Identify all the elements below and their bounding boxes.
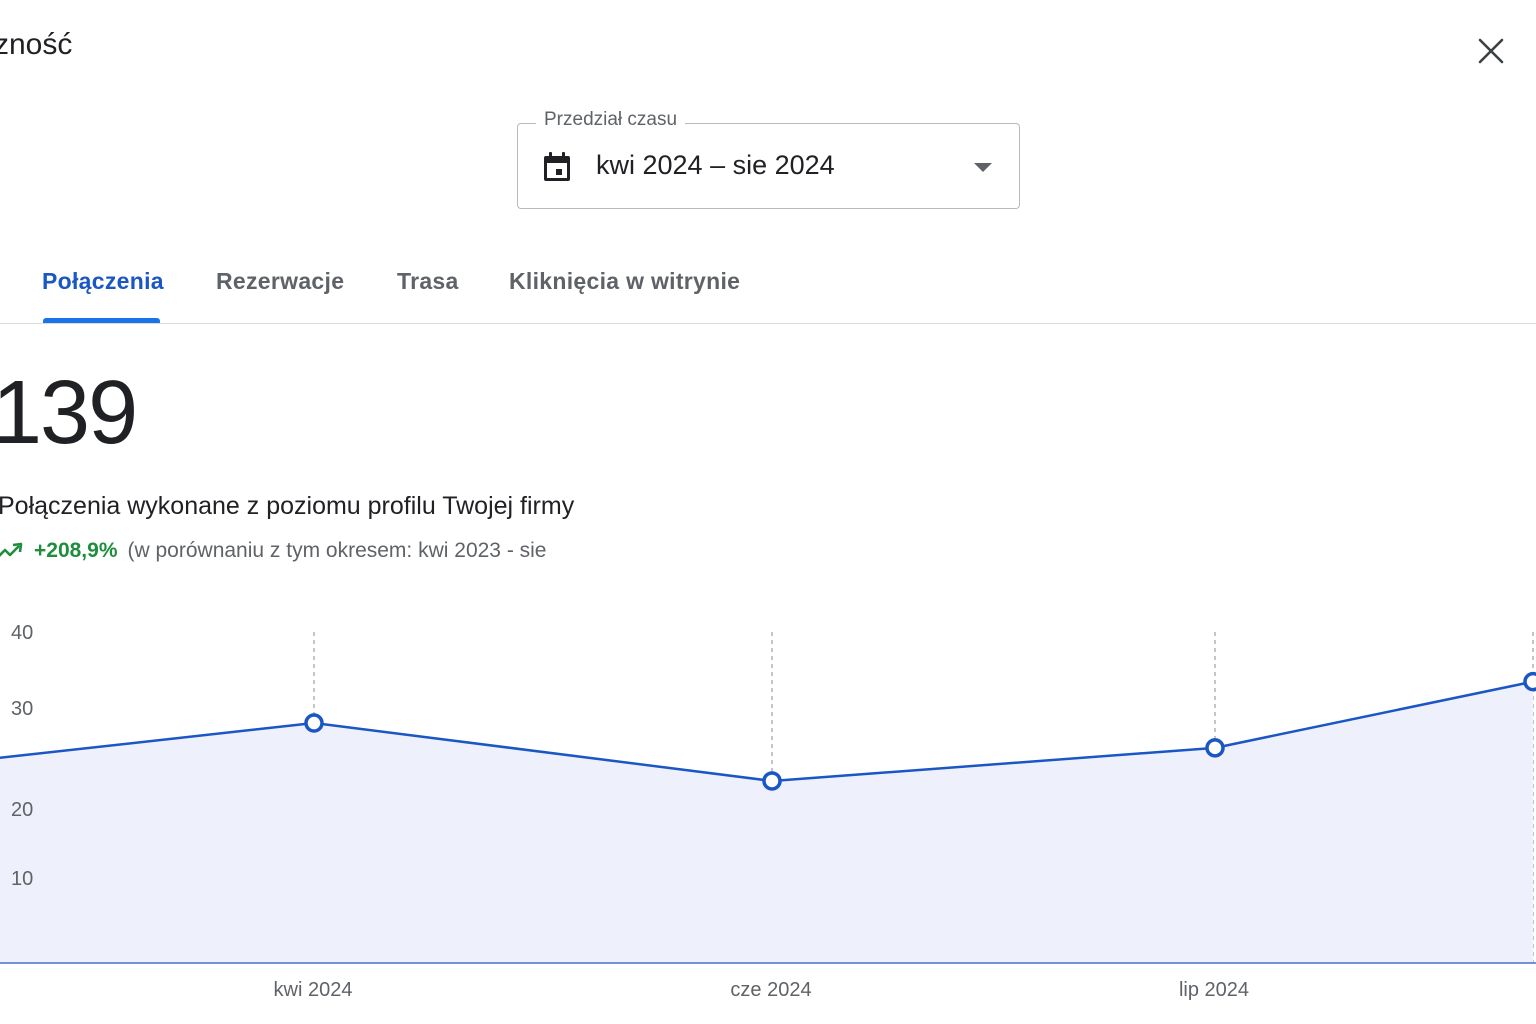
- active-tab-indicator: [43, 318, 160, 323]
- dialog-title: zność: [0, 28, 73, 61]
- chart-y-tick-label: 10: [11, 868, 33, 890]
- tab-trasa[interactable]: Trasa: [397, 268, 459, 294]
- chart-point: [762, 771, 782, 791]
- metric-title: Połączenia wykonane z poziomu profilu Tw…: [0, 492, 575, 520]
- trend-percentage: +208,9%: [34, 539, 118, 562]
- dropdown-caret-icon: [974, 163, 992, 172]
- chart-x-tick-label: kwi 2024: [274, 979, 353, 1001]
- chart-y-tick-label: 20: [11, 799, 33, 821]
- chart-x-tick-label: cze 2024: [730, 979, 811, 1001]
- trend-row: +208,9% (w porównaniu z tym okresem: kwi…: [0, 536, 547, 566]
- trend-comparison: (w porównaniu z tym okresem: kwi 2023 - …: [127, 539, 547, 562]
- chart-point: [304, 713, 324, 733]
- calendar-icon: [544, 152, 570, 181]
- tab-klikniecia-w-witrynie[interactable]: Kliknięcia w witrynie: [509, 268, 741, 294]
- chart-x-tick-label: lip 2024: [1179, 979, 1249, 1001]
- chart-area: [0, 681, 1533, 963]
- tab-polaczenia[interactable]: Połączenia: [42, 268, 164, 294]
- chart-y-tick-label: 40: [11, 622, 33, 644]
- metric-total: 139: [0, 363, 138, 463]
- trending-up-icon: [0, 542, 23, 557]
- close-icon: [1478, 38, 1504, 64]
- chart-y-tick-label: 30: [11, 698, 33, 720]
- close-button[interactable]: [1468, 28, 1514, 74]
- metric-tabs: Połączenia Rezerwacje Trasa Kliknięcia w…: [0, 258, 1536, 324]
- date-range-label: Przedział czasu: [536, 109, 686, 131]
- date-range-select[interactable]: Przedział czasu kwi 2024 – sie 2024: [517, 109, 1020, 209]
- calls-area-chart: 40 30 20 10 kwi 2024 cze 2024 lip 2024: [0, 622, 1536, 1001]
- date-range-value: kwi 2024 – sie 2024: [596, 150, 835, 180]
- tab-rezerwacje[interactable]: Rezerwacje: [216, 268, 345, 294]
- chart-point: [1205, 738, 1225, 758]
- chart-point: [1523, 671, 1536, 692]
